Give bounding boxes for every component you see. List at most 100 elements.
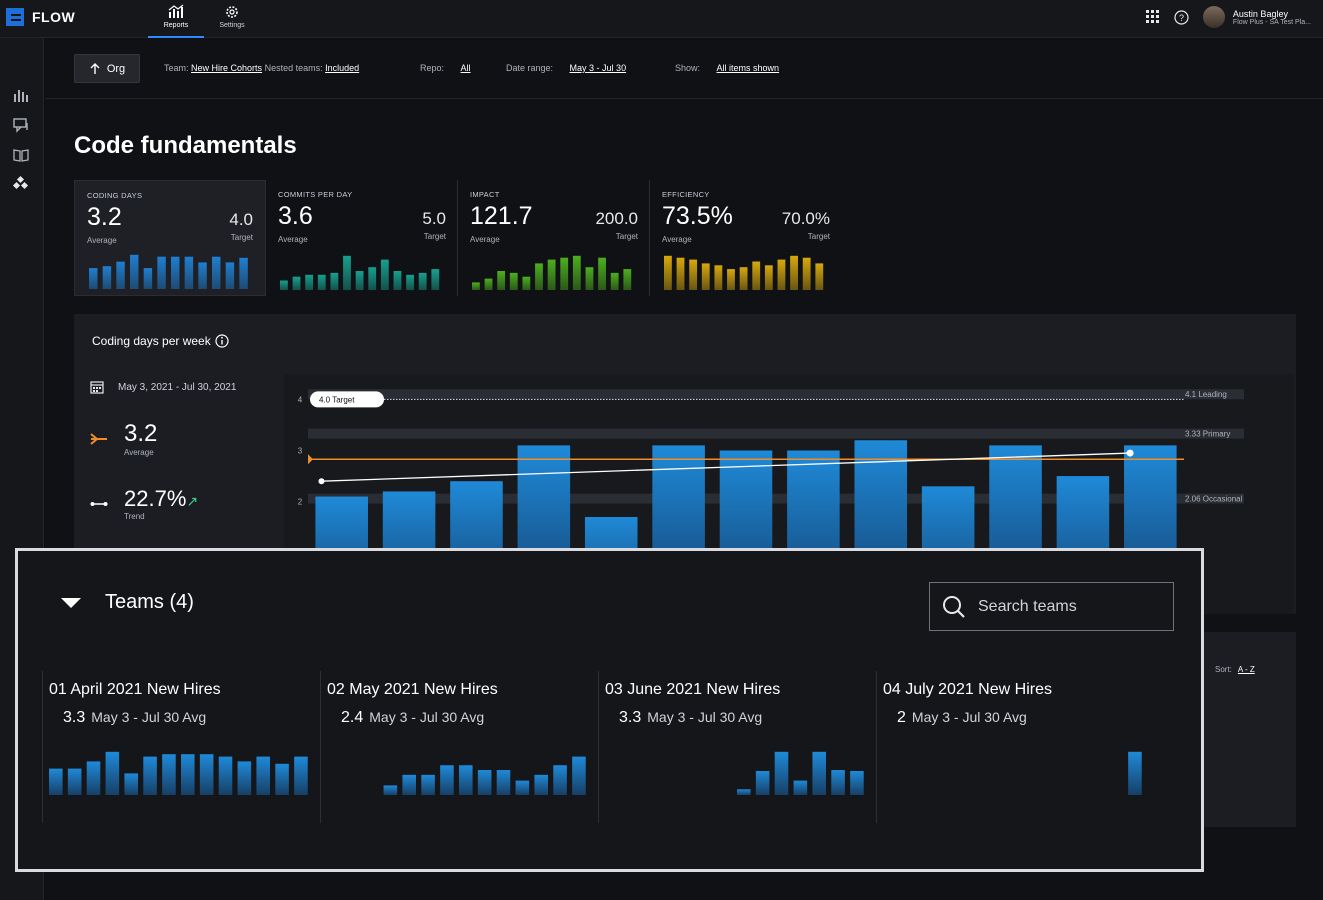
team-spark-bar [383,785,398,795]
metric-card[interactable]: COMMITS PER DAY 3.6 Average 5.0 Target [266,180,458,296]
trend-label: Trend [124,512,145,521]
team-filter-value[interactable]: New Hire Cohorts [191,63,263,73]
metric-average: 3.2 [87,203,122,231]
metric-sparkline [472,255,632,290]
team-sparkline [737,751,864,795]
info-icon[interactable] [215,334,229,348]
metric-spark-bar [547,259,556,290]
reports-bar-icon[interactable] [12,86,30,104]
metric-sparkline [664,255,824,290]
show-filter-label: Show: [675,63,701,73]
user-menu[interactable]: Austin Bagley Flow Plus - SA Test Pla... [1202,6,1311,28]
metric-spark-bar [522,276,531,290]
metric-card[interactable]: IMPACT 121.7 Average 200.0 Target [458,180,650,296]
trend-line-icon [90,501,108,506]
metric-average-label: Average [87,236,117,245]
metric-spark-bar [752,261,761,290]
trend-start-point [318,478,325,485]
team-filter: Team: New Hire Cohorts Nested teams: Inc… [164,63,359,73]
team-average-value: 3.3 [63,709,86,726]
bar-chart-icon [168,4,184,18]
team-name[interactable]: 03 June 2021 New Hires [605,681,781,698]
teams-header[interactable]: Teams (4) [61,591,194,614]
team-name[interactable]: 01 April 2021 New Hires [49,681,221,698]
metric-target: 200.0 [595,209,638,228]
tab-settings[interactable]: Settings [204,4,260,38]
sort-panel: Sort: A - Z [1203,632,1296,827]
team-name[interactable]: 04 July 2021 New Hires [883,681,1052,698]
metric-average-label: Average [470,235,500,244]
metric-spark-bar [727,269,735,290]
y-tick-label: 4 [298,395,303,404]
metric-target-label: Target [807,232,830,241]
metric-card[interactable]: EFFICIENCY 73.5% Average 70.0% Target [650,180,842,296]
team-average-value: 2.4 [341,709,364,726]
show-filter-value[interactable]: All items shown [716,63,780,73]
org-up-button[interactable]: Org [74,54,140,83]
team-spark-bar [774,751,789,795]
y-tick-label: 3 [298,447,303,456]
review-chat-icon[interactable] [12,116,30,134]
help-icon[interactable]: ? [1174,9,1189,25]
team-average-label: May 3 - Jul 30 Avg [369,709,485,725]
team-spark-bar [143,756,157,795]
show-filter: Show: All items shown [675,63,779,73]
team-card[interactable]: 04 July 2021 New Hires 2 May 3 - Jul 30 Av… [876,671,1154,823]
metric-label: CODING DAYS [87,191,143,200]
metric-target-label: Target [615,232,638,241]
nested-teams-value[interactable]: Included [325,63,360,73]
team-spark-bar [793,780,808,795]
date-range-filter: Date range: May 3 - Jul 30 [506,63,626,73]
metric-spark-bar [355,271,364,290]
metric-spark-bar [157,256,166,289]
tab-reports[interactable]: Reports [148,4,204,38]
metric-spark-bar [171,256,180,289]
date-range-value[interactable]: May 3 - Jul 30 [569,63,627,73]
sort-value[interactable]: A - Z [1237,665,1255,674]
metric-sparkline [280,255,440,290]
metric-spark-bar [676,257,685,290]
team-spark-bar [755,771,770,795]
search-teams-box[interactable] [929,582,1174,631]
search-icon [943,595,965,618]
metric-average-label: Average [278,235,308,244]
team-nodes-icon[interactable] [12,175,30,193]
metric-label: IMPACT [470,190,500,199]
metric-label: EFFICIENCY [662,190,710,199]
metric-spark-bar [689,259,698,290]
metric-spark-bar [739,267,748,290]
search-teams-input[interactable] [978,597,1158,616]
repo-filter-value[interactable]: All [460,63,471,73]
metric-spark-bar [509,272,518,290]
filter-bar: Org Team: New Hire Cohorts Nested teams:… [45,39,1323,99]
team-average: 2.4 May 3 - Jul 30 Avg [341,709,484,727]
collapse-triangle-icon[interactable] [61,597,81,608]
team-name[interactable]: 02 May 2021 New Hires [327,681,498,698]
metric-spark-bar [225,262,235,289]
team-spark-bar [275,763,289,795]
team-card[interactable]: 01 April 2021 New Hires 3.3 May 3 - Jul 30… [42,671,320,823]
average-legend: 3.2 Average [90,420,157,457]
metric-average-label: Average [662,235,692,244]
book-icon[interactable] [12,146,30,164]
gear-icon [226,6,238,18]
metric-spark-bar [418,272,427,290]
team-card[interactable]: 02 May 2021 New Hires 2.4 May 3 - Jul 30 A… [320,671,598,823]
repo-filter-label: Repo: [420,63,445,73]
user-name: Austin Bagley [1232,8,1288,19]
logo[interactable]: FLOW [6,8,75,26]
metric-average: 73.5% [662,202,733,230]
target-label: 4.0 Target [319,395,355,404]
team-card[interactable]: 03 June 2021 New Hires 3.3 May 3 - Jul 30 … [598,671,876,823]
trend-end-point [1126,449,1134,457]
metric-spark-bar [239,257,248,289]
apps-grid-icon[interactable] [1145,10,1160,24]
team-filter-label: Team: [164,63,189,73]
metric-spark-bar [212,256,221,289]
team-spark-bar [162,754,176,795]
team-sparkline [1128,751,1142,795]
metric-card[interactable]: CODING DAYS 3.2 Average 4.0 Target [74,180,266,296]
repo-filter: Repo: All [420,63,471,73]
metric-spark-bar [560,257,569,290]
team-spark-bar [105,751,120,795]
